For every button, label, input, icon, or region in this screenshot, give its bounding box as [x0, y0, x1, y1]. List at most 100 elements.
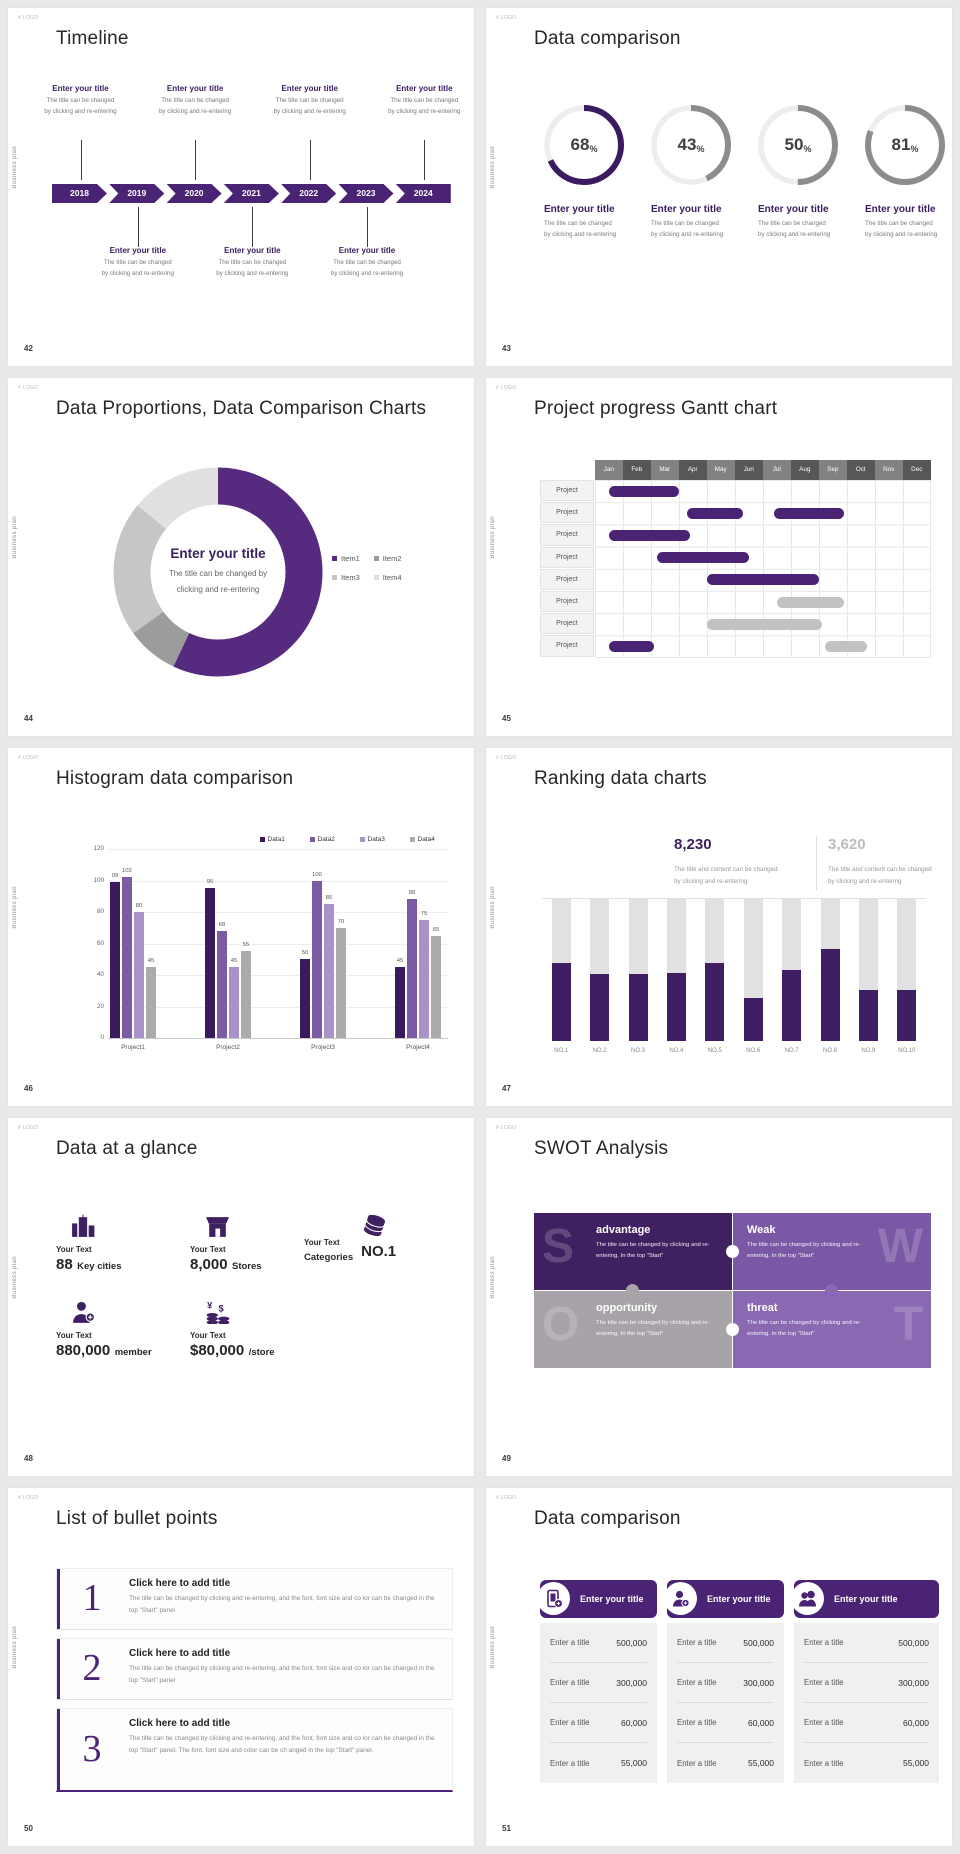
- gantt-bar: [707, 574, 819, 586]
- ring-caption-title: Enter your title: [651, 204, 722, 215]
- hist-bar: [134, 912, 144, 1038]
- timeline-entry-desc: by clicking and re-entering: [216, 269, 289, 277]
- stat-small-value: /store: [248, 1347, 275, 1358]
- ring-chart: [651, 105, 731, 185]
- slide-43-data-comparison-rings[interactable]: # LOGO Business plan Data comparison 68%…: [486, 8, 952, 366]
- table-row-value: 300,000: [898, 1677, 929, 1688]
- legend-swatch: [373, 575, 379, 580]
- percent-sign: %: [803, 143, 812, 154]
- slide-content: 1 Click here to add title The title can be…: [8, 1488, 474, 1846]
- rank-bar: [782, 970, 802, 1041]
- table-row-value: 60,000: [621, 1717, 647, 1728]
- slide-45-gantt-chart[interactable]: # LOGO Business plan Project progress Ga…: [486, 378, 952, 736]
- slide-44-donut-chart[interactable]: # LOGO Business plan Data Proportions, D…: [8, 378, 474, 736]
- hist-xlabel: Project1: [121, 1044, 145, 1051]
- timeline-entry-desc: The title can be changed: [103, 259, 172, 266]
- hist-bar-value: 45: [230, 958, 238, 965]
- slide-50-bullet-points[interactable]: # LOGO Business plan List of bullet poin…: [8, 1488, 474, 1846]
- hist-gridline: [108, 912, 448, 913]
- gantt-month-header: Jan: [595, 460, 623, 480]
- table-row-label: Enter a title: [550, 1678, 590, 1687]
- gantt-month-header: Dec: [903, 460, 931, 480]
- rank-bar: [820, 948, 840, 1041]
- slide-title: Timeline: [56, 28, 129, 49]
- stat-small-value: member: [114, 1347, 152, 1358]
- slide-number: 46: [24, 1084, 33, 1093]
- swot-desc: The title can be changed by clicking and…: [747, 1320, 861, 1337]
- hist-bar: [217, 930, 227, 1038]
- rank-xlabel: NO.10: [898, 1048, 916, 1054]
- ring-percent: 43%: [649, 103, 733, 187]
- gantt-bar: [707, 618, 822, 630]
- table-card-header: Enter your title: [537, 1580, 657, 1618]
- hist-bar: [407, 899, 417, 1038]
- gantt-bar: [609, 530, 691, 541]
- slide-46-histogram[interactable]: # LOGO Business plan Histogram data comp…: [8, 748, 474, 1106]
- hist-bar-value: 85: [325, 895, 333, 902]
- hist-xlabel: Project3: [311, 1044, 335, 1051]
- table-card-icon-circle: [537, 1582, 570, 1615]
- timeline-tick: [195, 140, 197, 180]
- hist-gridline: [108, 880, 448, 882]
- slide-content: Your Text 88 Key cities Your Text 8,000 Sto…: [8, 1118, 474, 1476]
- hist-bar-value: 95: [206, 879, 214, 886]
- hist-gridline: [108, 1006, 448, 1008]
- donut-svg: [113, 467, 323, 677]
- timeline-entry: Enter your title The title can be changed…: [88, 246, 188, 279]
- stat-item: Your Text Categories NO.1: [304, 1214, 429, 1263]
- progress-ring: 50%: [756, 103, 840, 187]
- slide-47-ranking-chart[interactable]: # LOGO Business plan Ranking data charts…: [486, 748, 952, 1106]
- slide-48-data-at-a-glance[interactable]: # LOGO Business plan Data at a glance Yo…: [8, 1118, 474, 1476]
- timeline-year-2021: 2021: [224, 184, 279, 203]
- timeline-entry-desc: The title can be changed: [46, 97, 115, 104]
- slide-content: 68% Enter your title The title can be chan…: [486, 8, 952, 366]
- slide-content: Jan Feb Mar Apr May Jun Jul Aug Sep Oct Nov Dec Proj…: [486, 378, 952, 736]
- timeline-entry-desc: by clicking and re-entering: [44, 107, 117, 115]
- hist-bar: [312, 880, 322, 1038]
- rank-bar: [743, 998, 763, 1041]
- table-card-body: Enter a title 500,000 Enter a title 300,000…: [667, 1623, 784, 1783]
- logo-mark: # LOGO: [18, 755, 39, 761]
- table-card-icon-circle: [791, 1582, 824, 1615]
- stat-big-value: 8,000: [190, 1256, 228, 1273]
- hist-ytick: 120: [93, 845, 104, 852]
- slide-42-timeline[interactable]: # LOGO Business plan Timeline 2018 2019 20…: [8, 8, 474, 366]
- table-row-label: Enter a title: [677, 1758, 717, 1768]
- bullet-number: 2: [82, 1647, 102, 1689]
- timeline-entry-desc: by clicking and re-entering: [388, 107, 461, 115]
- gantt-month-header: Oct: [847, 460, 875, 480]
- ring-caption-desc: by clicking and re-entering: [865, 230, 938, 238]
- ring-caption-desc: The title can be changed: [758, 220, 826, 227]
- ring-caption-desc: by clicking and re-entering: [544, 230, 617, 238]
- bullet-accent-bar: [57, 1639, 60, 1699]
- gantt-row-label: Project: [540, 591, 594, 613]
- stat-label: Your Text: [56, 1331, 92, 1340]
- timeline-entry-desc: by clicking and re-entering: [273, 107, 346, 115]
- svg-text:$: $: [219, 1303, 225, 1313]
- legend-label: Item2: [382, 554, 402, 563]
- table-row: Enter a title 500,000: [677, 1623, 774, 1663]
- timeline-tick: [367, 207, 368, 247]
- rank-xlabel: NO.8: [822, 1048, 837, 1054]
- hist-bar: [241, 951, 251, 1038]
- legend-swatch: [410, 837, 415, 842]
- hist-bar-value: 88: [408, 890, 416, 897]
- bullet-title: Click here to add title: [129, 1578, 231, 1589]
- gantt-month-header: Mar: [651, 460, 679, 480]
- hist-gridline: [108, 849, 448, 850]
- stat-icon-wrap: [70, 1214, 181, 1243]
- logo-mark: # LOGO: [18, 1125, 39, 1131]
- slide-51-data-tables[interactable]: # LOGO Business plan Data comparison Ent…: [486, 1488, 952, 1846]
- bullet-number: 3: [82, 1728, 102, 1770]
- hist-bar-value: 68: [218, 921, 226, 928]
- table-row-label: Enter a title: [677, 1718, 717, 1727]
- table-card-title: Enter your title: [834, 1594, 898, 1604]
- timeline-entry-title: Enter your title: [109, 246, 167, 255]
- hist-bar: [146, 967, 156, 1038]
- swot-letter: W: [877, 1220, 923, 1273]
- logo-mark: # LOGO: [496, 1495, 517, 1501]
- hist-bar-value: 45: [396, 958, 404, 965]
